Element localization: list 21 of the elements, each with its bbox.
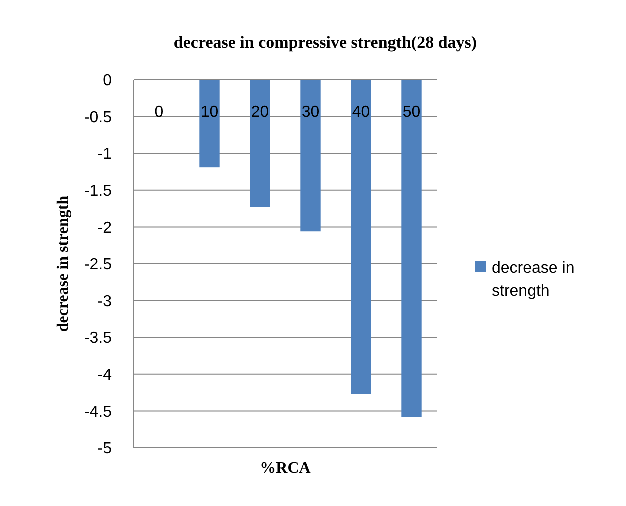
y-axis-title: decrease in strength: [55, 196, 72, 332]
x-tick-label: 10: [200, 104, 219, 121]
chart-title: decrease in compressive strength(28 days): [174, 33, 478, 52]
y-tick-label: -2.5: [84, 256, 112, 274]
x-tick-label: 20: [251, 104, 270, 121]
y-tick-label: -2: [98, 220, 112, 237]
y-tick-label: -5: [98, 440, 112, 458]
x-axis-title: %RCA: [260, 460, 312, 477]
y-tick-label: 0: [103, 72, 112, 90]
y-tick-label: -1: [98, 146, 112, 164]
y-tick-label: -4.5: [84, 404, 112, 421]
y-tick-label: -3.5: [84, 330, 112, 348]
x-tick-label: 30: [302, 104, 320, 121]
legend-label: decrease in strength: [492, 260, 575, 300]
x-tick-label: 40: [352, 104, 370, 121]
y-tick-label: -0.5: [84, 109, 112, 126]
x-tick-label: 50: [402, 104, 421, 121]
y-tick-label: -4: [98, 367, 112, 384]
y-tick-label: -3: [98, 293, 112, 310]
x-tick-label: 0: [154, 104, 164, 121]
y-tick-label: -1.5: [84, 183, 112, 200]
